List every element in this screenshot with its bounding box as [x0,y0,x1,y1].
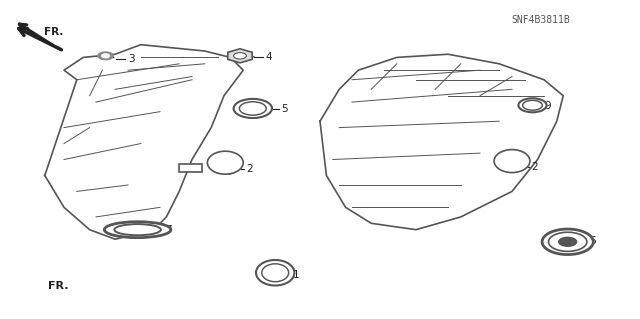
Ellipse shape [518,98,547,112]
Text: SNF4B3811B: SNF4B3811B [511,15,570,25]
Text: 5: 5 [282,104,288,114]
Text: 7: 7 [165,225,172,235]
Text: 2: 2 [531,162,538,173]
Ellipse shape [256,260,294,286]
Text: FR.: FR. [48,280,68,291]
Ellipse shape [234,99,272,118]
Ellipse shape [494,150,530,173]
Text: 8: 8 [225,167,232,177]
Circle shape [542,229,593,255]
Text: 1: 1 [292,270,299,280]
Circle shape [98,52,113,60]
Ellipse shape [104,222,171,238]
Text: 9: 9 [544,101,550,111]
Bar [179,165,202,173]
Text: 3: 3 [128,54,134,64]
Text: 6: 6 [589,236,595,246]
Ellipse shape [207,151,243,174]
Circle shape [234,53,246,59]
Text: 2: 2 [246,164,253,174]
Text: 4: 4 [266,52,272,62]
Text: FR.: FR. [44,27,63,37]
Circle shape [559,237,577,246]
Circle shape [102,54,109,58]
